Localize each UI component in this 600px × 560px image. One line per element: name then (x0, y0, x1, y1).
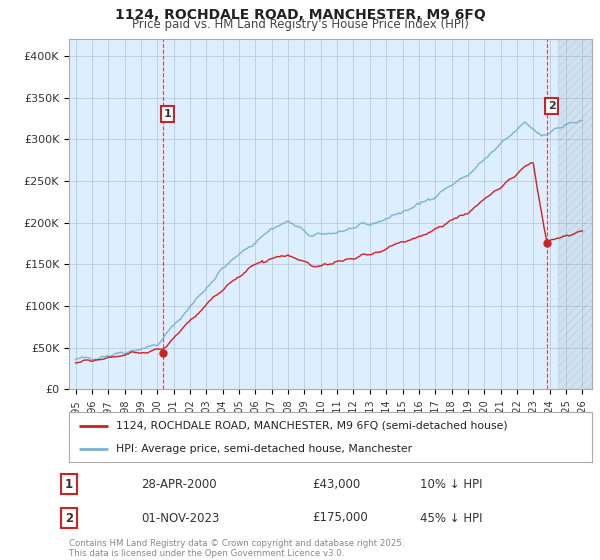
Text: 28-APR-2000: 28-APR-2000 (141, 478, 217, 491)
Text: 1124, ROCHDALE ROAD, MANCHESTER, M9 6FQ: 1124, ROCHDALE ROAD, MANCHESTER, M9 6FQ (115, 8, 485, 22)
Text: 45% ↓ HPI: 45% ↓ HPI (420, 511, 482, 525)
Text: HPI: Average price, semi-detached house, Manchester: HPI: Average price, semi-detached house,… (116, 445, 412, 454)
Text: Contains HM Land Registry data © Crown copyright and database right 2025.
This d: Contains HM Land Registry data © Crown c… (69, 539, 404, 558)
Text: 1: 1 (65, 478, 73, 491)
Text: 2: 2 (548, 101, 556, 111)
Text: 1124, ROCHDALE ROAD, MANCHESTER, M9 6FQ (semi-detached house): 1124, ROCHDALE ROAD, MANCHESTER, M9 6FQ … (116, 421, 508, 431)
Text: 10% ↓ HPI: 10% ↓ HPI (420, 478, 482, 491)
Text: £43,000: £43,000 (312, 478, 360, 491)
Text: Price paid vs. HM Land Registry's House Price Index (HPI): Price paid vs. HM Land Registry's House … (131, 18, 469, 31)
Text: 01-NOV-2023: 01-NOV-2023 (141, 511, 220, 525)
Bar (558, 39, 594, 389)
Text: £175,000: £175,000 (312, 511, 368, 525)
Text: 2: 2 (65, 511, 73, 525)
Text: 1: 1 (164, 109, 172, 119)
